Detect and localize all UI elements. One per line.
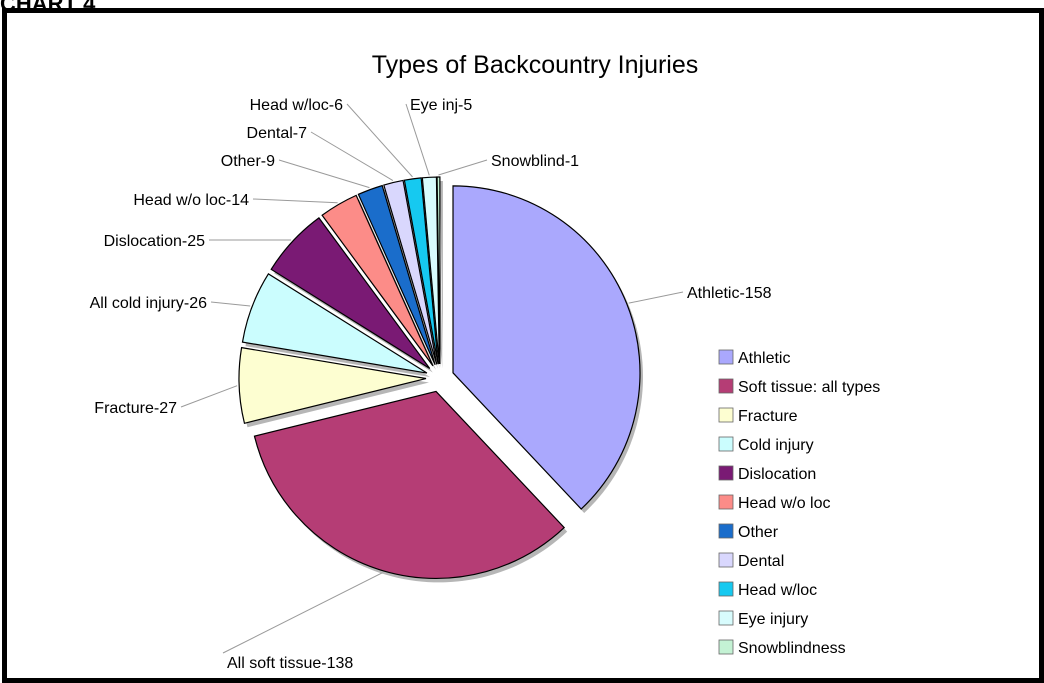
legend-entry: Dislocation bbox=[738, 466, 816, 483]
legend-entry: Head w/loc bbox=[738, 582, 817, 599]
slice-label: All cold injury-26 bbox=[90, 295, 207, 312]
legend: Athletic Soft tissue: all types Fracture Co… bbox=[718, 349, 880, 657]
pie-slices bbox=[238, 176, 644, 583]
legend-entry: Other bbox=[738, 524, 779, 541]
slice-label: Dislocation-25 bbox=[104, 233, 205, 250]
pie-slice bbox=[421, 176, 440, 365]
legend-swatch bbox=[718, 523, 734, 539]
pie-slice bbox=[238, 346, 427, 425]
chart-title: Types of Backcountry Injuries bbox=[372, 51, 699, 79]
legend-entry: Head w/o loc bbox=[738, 495, 831, 512]
pie-chart: Types of Backcountry Injuries Athletic-1… bbox=[90, 51, 881, 672]
pie-slice bbox=[241, 273, 428, 374]
leader-line bbox=[180, 385, 238, 408]
legend-swatch bbox=[718, 552, 734, 568]
legend-swatch bbox=[718, 494, 734, 510]
leader-line bbox=[628, 291, 684, 304]
leader-line bbox=[252, 198, 338, 204]
chart-frame: Types of Backcountry Injuries Athletic-1… bbox=[2, 8, 1044, 683]
pie-slice bbox=[321, 194, 434, 367]
pie-slice bbox=[357, 184, 436, 366]
legend-swatch bbox=[718, 639, 734, 655]
slice-label: Athletic-158 bbox=[687, 285, 772, 302]
leader-line bbox=[405, 103, 430, 176]
legend-entry: Athletic bbox=[738, 350, 790, 367]
leader-line bbox=[278, 159, 370, 189]
leader-line bbox=[310, 131, 394, 181]
slice-label: Dental-7 bbox=[247, 125, 308, 142]
pie-slice bbox=[383, 179, 438, 365]
slice-label: Head w/o loc-14 bbox=[133, 192, 249, 209]
legend-swatch bbox=[718, 465, 734, 481]
legend-entry: Cold injury bbox=[738, 437, 814, 454]
pie-slice bbox=[452, 185, 641, 510]
legend-swatch bbox=[718, 349, 734, 365]
slice-label: Other-9 bbox=[221, 153, 275, 170]
pie-slice bbox=[403, 177, 439, 365]
leader-line bbox=[222, 572, 383, 654]
legend-entry: Fracture bbox=[738, 408, 798, 425]
pie-slice bbox=[436, 176, 441, 365]
leader-line bbox=[346, 103, 413, 178]
pie-slice bbox=[270, 217, 431, 369]
leader-line bbox=[210, 301, 251, 307]
legend-swatch bbox=[718, 378, 734, 394]
leader-line bbox=[438, 159, 488, 176]
pie-slice-shadow bbox=[440, 181, 443, 369]
legend-entry: Snowblindness bbox=[738, 640, 846, 657]
legend-swatch bbox=[718, 581, 734, 597]
legend-entry: Eye injury bbox=[738, 611, 808, 628]
slice-label: Head w/loc-6 bbox=[250, 97, 343, 114]
slice-label: Fracture-27 bbox=[94, 400, 177, 417]
legend-swatch bbox=[718, 436, 734, 452]
legend-swatch bbox=[718, 610, 734, 626]
legend-entry: Dental bbox=[738, 553, 784, 570]
slice-label: Eye inj-5 bbox=[410, 97, 472, 114]
legend-entry: Soft tissue: all types bbox=[738, 379, 880, 396]
slice-label: All soft tissue-138 bbox=[227, 655, 353, 672]
slice-labels: Athletic-158 All soft tissue-138 Fracture-… bbox=[90, 97, 772, 672]
pie-slice bbox=[253, 390, 566, 579]
legend-swatch bbox=[718, 407, 734, 423]
slice-label: Snowblind-1 bbox=[491, 153, 579, 170]
